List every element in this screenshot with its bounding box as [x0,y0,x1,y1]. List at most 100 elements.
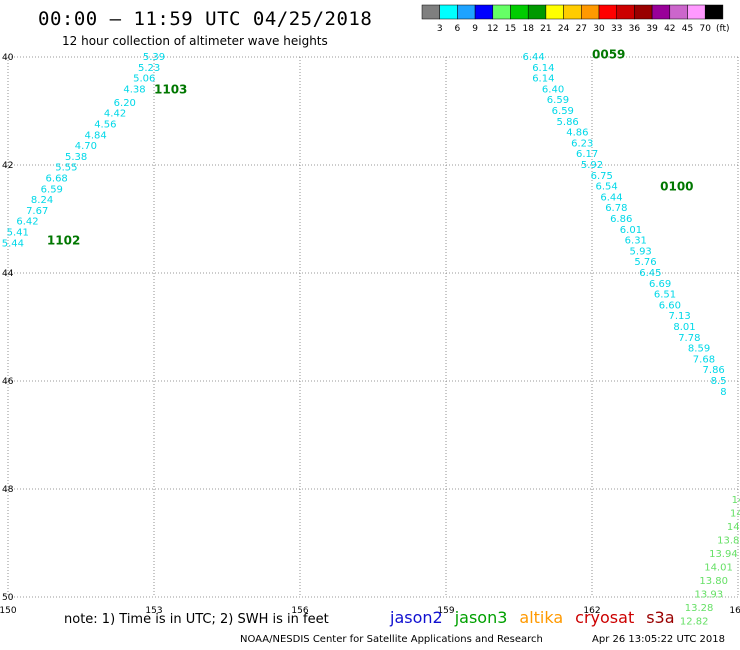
legend-swatch [687,4,706,20]
legend-label: 42 [664,24,675,34]
latitude-tick-label: 40 [2,53,14,63]
note-text: note: 1) Time is in UTC; 2) SWH is in fe… [64,612,329,627]
legend-label: 45 [682,24,693,34]
wave-height-value: 13.80 [699,576,728,587]
pass-time-label: 0059 [592,47,625,61]
legend-swatch [457,4,476,20]
wave-height-value: 13.93 [694,589,723,600]
wave-height-value: 13.94 [709,549,738,560]
footer-timestamp: Apr 26 13:05:22 UTC 2018 [592,634,725,645]
legend-label: 6 [455,24,461,34]
legend-unit: (ft) [716,24,730,34]
latitude-tick-label: 50 [2,593,14,603]
legend-swatch [581,4,600,20]
wave-height-value: 13.8 [717,535,739,546]
legend-swatch [563,4,582,20]
legend-swatch [439,4,458,20]
legend-label: 30 [593,24,605,34]
wave-height-value: 14 [732,495,740,506]
legend-label: 3 [437,24,443,34]
wave-height-value: 12.82 [680,616,709,627]
wave-height-value: 6.40 [542,84,564,95]
latitude-tick-label: 44 [2,269,14,279]
wave-height-value: 5.06 [133,74,155,85]
wave-height-value: 5.39 [143,52,165,63]
wave-height-value: 6.14 [532,74,554,85]
wave-height-value: 5.44 [2,238,24,249]
wave-height-value: 13.28 [685,603,714,614]
satellite-jason2: jason2 [390,608,443,627]
wave-height-value: 7.78 [678,333,700,344]
legend-label: 15 [505,24,516,34]
track-0059: 6.446.146.146.406.596.595.864.866.236.17… [522,52,726,398]
wave-height-value: 6.45 [639,268,661,279]
wave-height-value: 5.55 [55,163,77,174]
longitude-tick-label: 165 [729,606,740,616]
legend-swatch [651,4,671,20]
wave-height-value: 6.59 [547,95,569,106]
pass-time-labels: 11031102005901000 [47,47,694,248]
pass-time-label: 1102 [47,234,80,248]
wave-height-value: 8.59 [688,344,710,355]
satellite-cryosat: cryosat [575,608,635,627]
legend-label: 39 [646,24,658,34]
wave-height-value: 6.23 [571,138,593,149]
pass-time-label: 0100 [660,180,693,194]
footer-credit: NOAA/NESDIS Center for Satellite Applica… [240,634,543,645]
legend-label: 24 [558,24,570,34]
page-title: 00:00 – 11:59 UTC 04/25/2018 [38,8,373,30]
altimeter-tracks: 5.395.235.064.38 6.204.424.564.844.705.38… [2,52,740,627]
wave-height-value: 6.42 [16,217,38,228]
legend-swatch [669,4,688,20]
latitude-tick-label: 42 [2,161,13,171]
wave-height-value: 14.01 [704,562,733,573]
wave-height-value: 8.01 [673,322,695,333]
wave-height-value: 4.70 [75,141,97,152]
wave-height-value: 6.54 [595,182,617,193]
wave-height-value: 6.68 [46,174,68,185]
wave-height-value: 4.84 [84,130,106,141]
wave-height-value: 4.42 [104,109,126,120]
wave-height-value: 8 [720,387,726,398]
wave-height-value: 5.23 [138,63,160,74]
wave-height-value: 5.76 [634,257,656,268]
wave-height-value: 6.17 [576,149,598,160]
latitude-tick-label: 48 [2,485,14,495]
longitude-tick-label: 159 [437,606,454,616]
wave-height-value: 6.59 [552,106,574,117]
wave-height-value: 6.44 [522,52,544,63]
wave-height-value: 6.60 [659,300,681,311]
color-legend: 3 6 9 12 15 18 21 24 27 30 33 36 39 42 45 70 (ft) [421,4,730,34]
wave-height-value: 4.38 [123,84,145,95]
legend-label: 9 [472,24,478,34]
legend-swatch [474,4,494,20]
track-1102: 5.395.235.064.38 6.204.424.564.844.705.38… [2,52,165,249]
latitude-tick-label: 46 [2,377,14,387]
satellite-altika: altika [519,608,564,627]
legend-swatch [634,4,653,20]
wave-height-value: 6.75 [591,171,613,182]
wave-height-value: 4.56 [94,120,116,131]
legend-swatch [510,4,529,20]
wave-height-value: 6.69 [649,279,671,290]
longitude-tick-label: 162 [583,606,600,616]
legend-label: 12 [487,24,498,34]
legend-swatch [704,4,724,20]
legend-swatch [616,4,635,20]
legend-label: 70 [699,24,711,34]
wave-height-value: 6.86 [610,214,632,225]
wave-height-value: 5.93 [630,246,652,257]
wave-height-value: 8.5 [711,376,727,387]
wave-height-value: 7.68 [693,354,715,365]
longitude-tick-label: 150 [0,606,17,616]
wave-height-value: 7.13 [668,311,690,322]
legend-swatch [421,4,440,20]
page-subtitle: 12 hour collection of altimeter wave hei… [62,34,328,48]
legend-label: 27 [576,24,587,34]
wave-height-value: 4.86 [566,128,588,139]
map-grid: 150 153 156 159 162 165 40 42 44 46 48 50 [0,53,740,616]
wave-height-value: 5.41 [7,228,29,239]
legend-label: 18 [522,24,534,34]
legend-swatch [527,4,547,20]
